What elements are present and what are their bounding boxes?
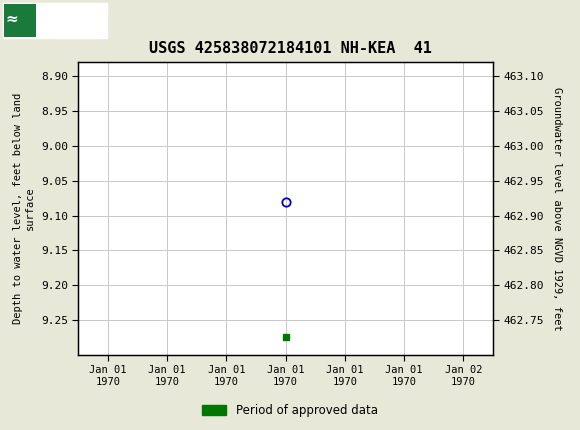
Y-axis label: Groundwater level above NGVD 1929, feet: Groundwater level above NGVD 1929, feet bbox=[552, 87, 562, 330]
Text: USGS 425838072184101 NH-KEA  41: USGS 425838072184101 NH-KEA 41 bbox=[148, 41, 432, 55]
Bar bbox=[3, 3, 107, 37]
Text: USGS: USGS bbox=[44, 12, 90, 27]
Y-axis label: Depth to water level, feet below land
surface: Depth to water level, feet below land su… bbox=[13, 93, 35, 324]
Legend: Period of approved data: Period of approved data bbox=[198, 399, 382, 422]
Bar bbox=[4, 4, 36, 37]
Text: ≈: ≈ bbox=[6, 12, 19, 27]
